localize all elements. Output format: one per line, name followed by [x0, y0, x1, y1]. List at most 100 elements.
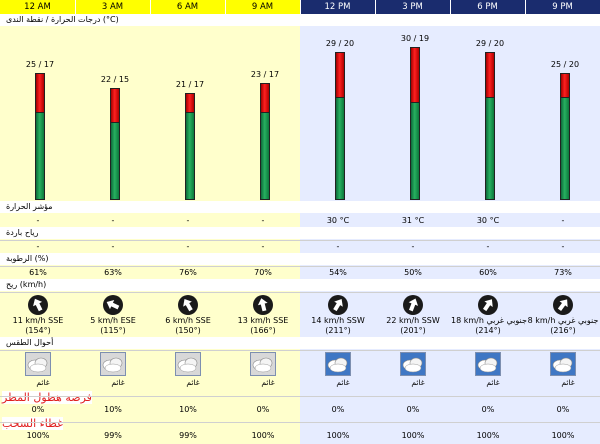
sky-condition-text: غائم — [36, 378, 50, 387]
humidity-value: 70% — [254, 268, 272, 277]
temperature-value: 22 / 15 — [100, 75, 130, 84]
wind-direction-arrow-icon — [478, 295, 498, 315]
humidity-value: 60% — [479, 268, 497, 277]
hour-header: 3 PM — [375, 0, 450, 14]
rain-chance-value: 0% — [31, 405, 45, 414]
humidity-value: 73% — [554, 268, 572, 277]
cloud-cover-value: 100% — [401, 431, 425, 440]
wind-chill-value: - — [411, 242, 415, 251]
cloudy-icon — [250, 352, 276, 376]
wind-speed-value: 13 km/h SSE — [237, 316, 289, 325]
humidity-section-band: الرطوبة (%) — [0, 253, 600, 265]
wind-direction-degrees: (201°) — [400, 326, 426, 335]
header-separator — [525, 0, 526, 14]
dew-point-gap-bar — [185, 93, 195, 113]
rain-chance-value: 0% — [406, 405, 420, 414]
rain-chance-value: 0% — [331, 405, 345, 414]
wind-direction-degrees: (166°) — [250, 326, 276, 335]
wind-chill-value: - — [261, 242, 265, 251]
wind-direction-arrow-icon — [253, 295, 273, 315]
sky-condition-text: غائم — [111, 378, 125, 387]
heat-index-value: 30 °C — [476, 216, 500, 225]
wind-direction-arrow-icon — [178, 295, 198, 315]
cloud-cover-value: 100% — [551, 431, 575, 440]
dew-point-gap-bar — [335, 52, 345, 98]
heat-index-value: - — [186, 216, 190, 225]
sky-condition-text: غائم — [261, 378, 275, 387]
temperature-value: 29 / 20 — [475, 39, 505, 48]
hour-header: 6 AM — [150, 0, 225, 14]
dew-point-gap-bar — [485, 52, 495, 98]
humidity-label: الرطوبة (%) — [6, 254, 49, 263]
rain-chance-value: 0% — [556, 405, 570, 414]
wind-chill-section-band: رياح باردة — [0, 227, 600, 239]
sky-condition-text: غائم — [336, 378, 350, 387]
wind-direction-arrow-icon — [28, 295, 48, 315]
sky-condition-text: غائم — [411, 378, 425, 387]
cloud-cover-value: 99% — [104, 431, 122, 440]
cloudy-icon — [25, 352, 51, 376]
wind-direction-degrees: (154°) — [25, 326, 51, 335]
cloud-cover-value: 99% — [179, 431, 197, 440]
wind-chill-value: - — [486, 242, 490, 251]
header-separator — [450, 0, 451, 14]
header-separator — [225, 0, 226, 14]
wind-speed-value: 18 km/h جنوبي غربي — [451, 316, 527, 325]
header-separator — [375, 0, 376, 14]
heat-index-value: 31 °C — [401, 216, 425, 225]
wind-chill-value: - — [111, 242, 115, 251]
heat-index-value: - — [561, 216, 565, 225]
cloudy-icon — [175, 352, 201, 376]
cloudy-icon — [100, 352, 126, 376]
cloudy-icon — [400, 352, 426, 376]
wind-chill-value: - — [186, 242, 190, 251]
humidity-value: 50% — [404, 268, 422, 277]
sky-condition-text: غائم — [561, 378, 575, 387]
humidity-value: 76% — [179, 268, 197, 277]
wind-direction-degrees: (211°) — [325, 326, 351, 335]
humidity-value: 61% — [29, 268, 47, 277]
wind-direction-arrow-icon — [403, 295, 423, 315]
cloudy-icon — [550, 352, 576, 376]
header-separator — [150, 0, 151, 14]
cloud-cover-label: غطاء السحب — [2, 417, 63, 430]
wind-direction-arrow-icon — [328, 295, 348, 315]
temperature-label: درجات الحرارة / نقطة الندى (°C) — [6, 15, 119, 24]
sky-section-band: أحوال الطقس — [0, 337, 600, 349]
hour-header: 6 PM — [450, 0, 525, 14]
heat-index-value: 30 °C — [326, 216, 350, 225]
header-separator — [300, 0, 301, 14]
temperature-value: 21 / 17 — [175, 80, 205, 89]
wind-direction-degrees: (216°) — [550, 326, 576, 335]
hour-header: 12 AM — [0, 0, 75, 14]
rain-chance-value: 10% — [179, 405, 197, 414]
dew-point-gap-bar — [260, 83, 270, 113]
temperature-value: 25 / 20 — [550, 60, 580, 69]
dew-point-gap-bar — [560, 73, 570, 98]
wind-speed-value: 22 km/h SSW — [386, 316, 440, 325]
wind-label: ريح (km/h) — [6, 280, 47, 289]
humidity-value: 54% — [329, 268, 347, 277]
wind-speed-value: 14 km/h SSW — [311, 316, 365, 325]
wind-direction-arrow-icon — [103, 295, 123, 315]
temperature-value: 29 / 20 — [325, 39, 355, 48]
header-separator — [75, 0, 76, 14]
temperature-value: 23 / 17 — [250, 70, 280, 79]
sky-condition-text: غائم — [486, 378, 500, 387]
cloud-cover-value: 100% — [26, 431, 50, 440]
wind-speed-value: 6 km/h SSE — [165, 316, 211, 325]
wind-direction-degrees: (150°) — [175, 326, 201, 335]
dew-point-gap-bar — [410, 47, 420, 103]
cloudy-icon — [475, 352, 501, 376]
temperature-section-band: درجات الحرارة / نقطة الندى (°C) — [0, 14, 600, 26]
cloud-cover-value: 100% — [476, 431, 500, 440]
wind-section-band: ريح (km/h) — [0, 279, 600, 291]
hour-header: 9 AM — [225, 0, 300, 14]
hour-header: 3 AM — [75, 0, 150, 14]
wind-chill-value: - — [36, 242, 40, 251]
wind-chill-label: رياح باردة — [6, 228, 39, 237]
humidity-value: 63% — [104, 268, 122, 277]
wind-direction-arrow-icon — [553, 295, 573, 315]
wind-direction-degrees: (214°) — [475, 326, 501, 335]
cloudy-icon — [325, 352, 351, 376]
